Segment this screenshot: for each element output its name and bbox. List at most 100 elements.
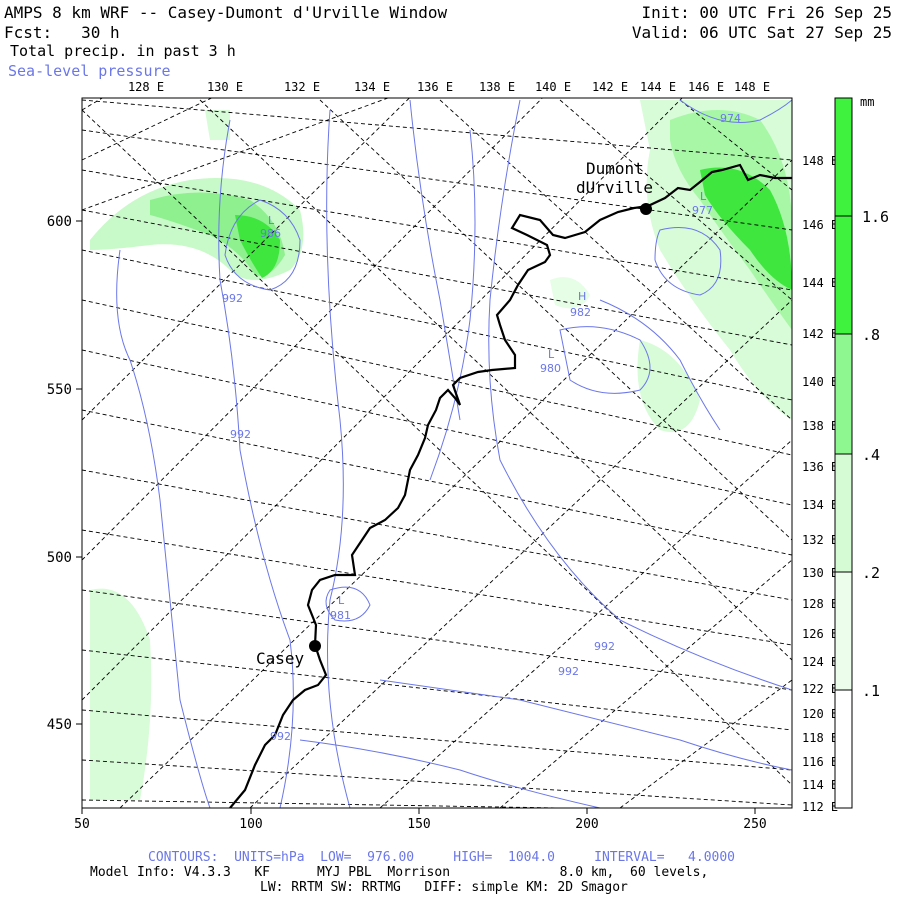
valid-time: Valid: 06 UTC Sat 27 Sep 25 [631, 23, 892, 42]
top-lon-label: 140 E [535, 80, 571, 94]
pressure-value: 974 [720, 112, 741, 125]
pressure-value: 981 [330, 609, 351, 622]
top-lon-label: 130 E [207, 80, 243, 94]
graticule-line [439, 99, 792, 421]
graticule-line [82, 799, 561, 808]
right-lon-label: 144 E [802, 276, 838, 290]
isobar-low-981 [325, 586, 371, 622]
right-lon-label: 132 E [802, 533, 838, 547]
colorbar-frame [834, 97, 853, 809]
colorbar-label: .1 [862, 682, 880, 700]
top-lon-label: 128 E [128, 80, 164, 94]
graticule-line [379, 439, 792, 808]
contour-value: 992 [558, 665, 579, 678]
pressure-letter: L [338, 594, 345, 607]
graticule-line [82, 98, 544, 561]
isobar-980 [559, 326, 651, 394]
top-lon-label: 144 E [640, 80, 676, 94]
graticule-line [82, 98, 411, 421]
forecast-label-text: Fcst: [4, 23, 53, 42]
right-lon-label: 134 E [802, 498, 838, 512]
graticule-line [82, 109, 792, 786]
right-lon-label: 120 E [802, 707, 838, 721]
graticule-line [82, 649, 792, 731]
precip-core-east [700, 167, 792, 290]
graticule-line [82, 589, 792, 691]
contour-value: 992 [270, 730, 291, 743]
field-name: Total precip. in past 3 h [10, 42, 236, 60]
map-title: AMPS 8 km WRF -- Casey-Dumont d'Urville … [4, 3, 448, 22]
graticule [82, 98, 792, 808]
y-tick-label: 550 [47, 382, 72, 398]
pressure-value: 982 [570, 306, 591, 319]
graticule-line [619, 679, 792, 808]
pressure-value: 980 [540, 362, 561, 375]
forecast-label: Fcst: 30 h [4, 24, 120, 42]
plot-frame [81, 97, 793, 809]
pressure-letter: L [700, 190, 707, 203]
graticule-line [559, 99, 792, 301]
colorbar-bin [835, 690, 852, 808]
graticule-line [319, 99, 792, 541]
y-tick-label: 600 [47, 214, 72, 230]
pressure-letter: H [578, 290, 586, 303]
right-lon-label: 142 E [802, 327, 838, 341]
pressure-letter: L [268, 214, 275, 227]
colorbar-bin [835, 216, 852, 334]
precip-area-southwest [90, 588, 152, 800]
contour-value: 992 [222, 292, 243, 305]
isobar [299, 739, 601, 808]
graticule-line [82, 169, 792, 291]
right-lon-label: 114 E [802, 778, 838, 792]
x-tick-label: 200 [575, 817, 598, 832]
axis-ticks [76, 220, 756, 814]
precip-shading [90, 100, 792, 800]
graticule-line [82, 129, 792, 231]
station-dot-dumont [640, 203, 652, 215]
colorbar-label: .8 [862, 326, 880, 344]
map-plot-area: Dumont dUrville Casey L 986 H 982 L 980 … [82, 98, 792, 808]
right-lon-label: 148 E [802, 154, 838, 168]
colorbar-bin [835, 334, 852, 454]
overlay-name: Sea-level pressure [8, 62, 171, 80]
top-longitude-labels: 128 E 130 E 132 E 134 E 136 E 138 E 140 … [128, 80, 770, 94]
right-lon-label: 140 E [802, 375, 838, 389]
pressure-contours [116, 99, 792, 808]
top-lon-label: 134 E [354, 80, 390, 94]
graticule-line [82, 349, 792, 506]
contour-value: 992 [230, 428, 251, 441]
station-casey: Casey [256, 649, 305, 668]
colorbar-label: .4 [862, 446, 880, 464]
pressure-value: 986 [260, 227, 281, 240]
top-lon-label: 142 E [592, 80, 628, 94]
colorbar-bin [835, 98, 852, 216]
station-dot-casey [309, 640, 321, 652]
isobar [599, 299, 721, 431]
isobar [429, 129, 476, 481]
top-lon-label: 138 E [479, 80, 515, 94]
colorbar-units: mm [860, 95, 874, 109]
colorbar-bin [835, 572, 852, 690]
x-tick-label: 250 [743, 817, 766, 832]
right-lon-label: 146 E [802, 218, 838, 232]
station-markers [309, 203, 652, 652]
isobar-974 [679, 99, 792, 123]
precip-area-small [205, 110, 230, 140]
isobar [379, 679, 792, 771]
model-info: Model Info: V4.3.3 KF MYJ PBL Morrison 8… [90, 865, 709, 880]
isobar [116, 249, 211, 808]
right-lon-label: 128 E [802, 597, 838, 611]
isobar-low-986 [224, 199, 301, 291]
isobar [409, 99, 461, 421]
graticule-line [82, 409, 792, 556]
precip-area-southeast [637, 340, 700, 432]
station-labels: Dumont dUrville Casey [256, 159, 653, 668]
right-lon-label: 122 E [802, 682, 838, 696]
pressure-labels: L 986 H 982 L 980 L 981 L 977 974 992 99… [222, 112, 741, 743]
right-lon-label: 136 E [802, 460, 838, 474]
x-axis-labels: 50 100 150 200 250 [74, 817, 767, 832]
graticule-line [82, 529, 792, 646]
isobar [488, 99, 792, 691]
init-time: Init: 00 UTC Fri 26 Sep 25 [641, 3, 892, 22]
